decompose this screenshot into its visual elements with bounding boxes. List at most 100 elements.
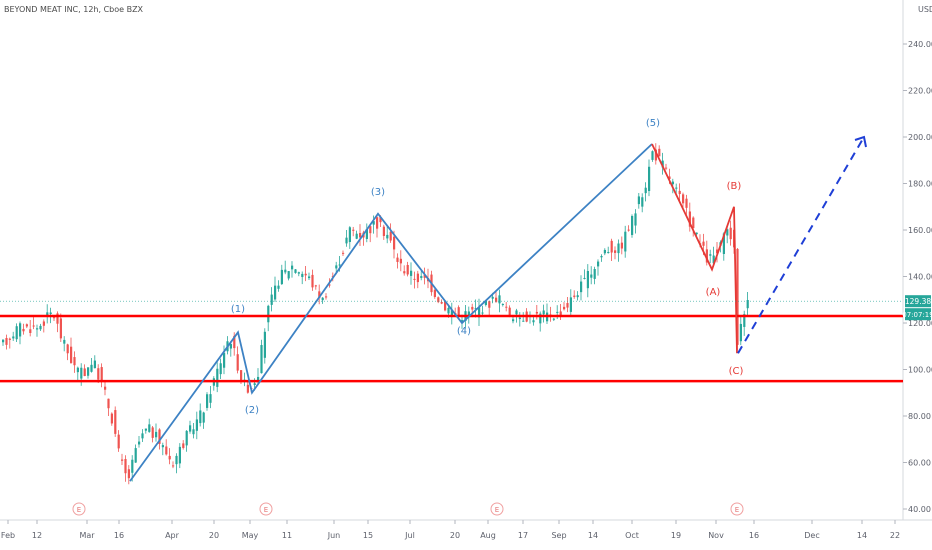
candle-body xyxy=(138,441,141,445)
x-tick-label: 11 xyxy=(282,531,292,540)
candle-body xyxy=(474,308,477,310)
candle-body xyxy=(389,231,392,241)
candle-body xyxy=(73,357,76,366)
earnings-marker-label: E xyxy=(495,506,499,514)
candle-body xyxy=(399,258,402,264)
candle-body xyxy=(746,300,749,309)
candle-body xyxy=(178,446,181,464)
candle-body xyxy=(515,310,518,315)
candle-body xyxy=(685,198,688,208)
candle-body xyxy=(117,434,120,449)
earnings-marker[interactable] xyxy=(490,502,504,516)
candle-body xyxy=(617,243,620,254)
candle-body xyxy=(185,430,188,446)
candle-body xyxy=(161,445,164,448)
candle-body xyxy=(501,303,504,305)
y-tick-label: 40.00 xyxy=(908,505,931,514)
candle-body xyxy=(447,307,450,314)
candle-body xyxy=(56,313,59,324)
wave-label: (3) xyxy=(371,187,385,198)
candle-body xyxy=(586,270,589,289)
wave-labels: (1) (2) (3) (4) (5) (A) (B) (C) xyxy=(231,118,744,416)
candle-body xyxy=(498,295,501,304)
y-tick-label: 80.00 xyxy=(908,412,931,421)
x-tick-label: Aug xyxy=(480,531,496,540)
x-tick-label: 19 xyxy=(671,531,681,540)
candle-body xyxy=(671,181,674,185)
candle-body xyxy=(512,319,515,322)
impulse-wave-line[interactable] xyxy=(129,143,653,482)
earnings-marker[interactable] xyxy=(259,502,273,516)
candle-body xyxy=(121,459,124,461)
wave-label: (2) xyxy=(245,405,259,416)
candle-body xyxy=(80,367,83,379)
candle-body xyxy=(457,307,460,316)
candle-body xyxy=(634,213,637,226)
candle-body xyxy=(148,424,151,432)
candle-body xyxy=(5,338,8,345)
candle-body xyxy=(651,151,654,160)
wave-label: (1) xyxy=(231,304,245,315)
x-tick-label: Nov xyxy=(708,531,724,540)
candle-body xyxy=(104,386,107,390)
candle-body xyxy=(287,271,290,279)
candle-body xyxy=(576,295,579,298)
candle-body xyxy=(393,236,396,250)
candle-body xyxy=(658,148,661,157)
countdown-value: 07:07:19 xyxy=(902,311,932,319)
candle-body xyxy=(726,229,729,236)
candle-body xyxy=(637,196,640,205)
candle-body xyxy=(563,306,566,310)
candle-body xyxy=(49,312,52,315)
candle-body xyxy=(206,394,209,408)
y-tick-label: 160.00 xyxy=(908,226,932,235)
candle-body xyxy=(518,317,521,319)
candle-body xyxy=(189,425,192,432)
time-axis[interactable]: Feb 12 Mar 16 Apr 20 May 11 Jun 15 Jul 20 Aug 17 Sep 14… xyxy=(1,531,900,540)
candle-body xyxy=(369,226,372,234)
candle-body xyxy=(355,233,358,239)
candle-body xyxy=(257,376,260,381)
earnings-marker[interactable] xyxy=(730,502,744,516)
x-tick-label: Apr xyxy=(165,531,180,540)
candle-body xyxy=(410,270,413,276)
candle-body xyxy=(29,329,32,333)
candle-body xyxy=(195,419,198,431)
candle-body xyxy=(678,190,681,195)
candle-body xyxy=(624,231,627,252)
candle-body xyxy=(199,410,202,424)
earnings-marker-label: E xyxy=(735,506,739,514)
x-tick-label: 16 xyxy=(114,531,124,540)
candle-body xyxy=(661,160,664,168)
price-axis[interactable]: 240.00 220.00 200.00 180.00 160.00 140.00 120.… xyxy=(0,40,932,514)
candle-body xyxy=(743,314,746,327)
currency-label: USD xyxy=(918,5,932,14)
candle-body xyxy=(59,318,62,339)
x-tick-label: Jul xyxy=(404,531,415,540)
candle-body xyxy=(284,269,287,273)
candle-body xyxy=(495,297,498,302)
candle-body xyxy=(110,413,113,424)
x-tick-label: Sep xyxy=(551,531,566,540)
candle-body xyxy=(19,323,22,337)
candle-body xyxy=(668,176,671,179)
candle-body xyxy=(318,291,321,299)
correction-wave-line[interactable] xyxy=(651,143,738,354)
candle-body xyxy=(580,281,583,293)
candle-body xyxy=(168,455,171,460)
candle-body xyxy=(36,328,39,330)
candle-body xyxy=(532,320,535,323)
candle-body xyxy=(382,226,385,236)
candle-body xyxy=(620,242,623,249)
earnings-marker[interactable] xyxy=(72,502,86,516)
candle-body xyxy=(648,166,651,191)
candle-body xyxy=(25,324,28,327)
support-lines xyxy=(0,314,903,383)
candle-body xyxy=(42,321,45,326)
candle-body xyxy=(260,345,263,374)
candle-body xyxy=(134,448,137,463)
candle-body xyxy=(253,383,256,385)
candle-body xyxy=(39,325,42,330)
candle-body xyxy=(15,326,18,340)
